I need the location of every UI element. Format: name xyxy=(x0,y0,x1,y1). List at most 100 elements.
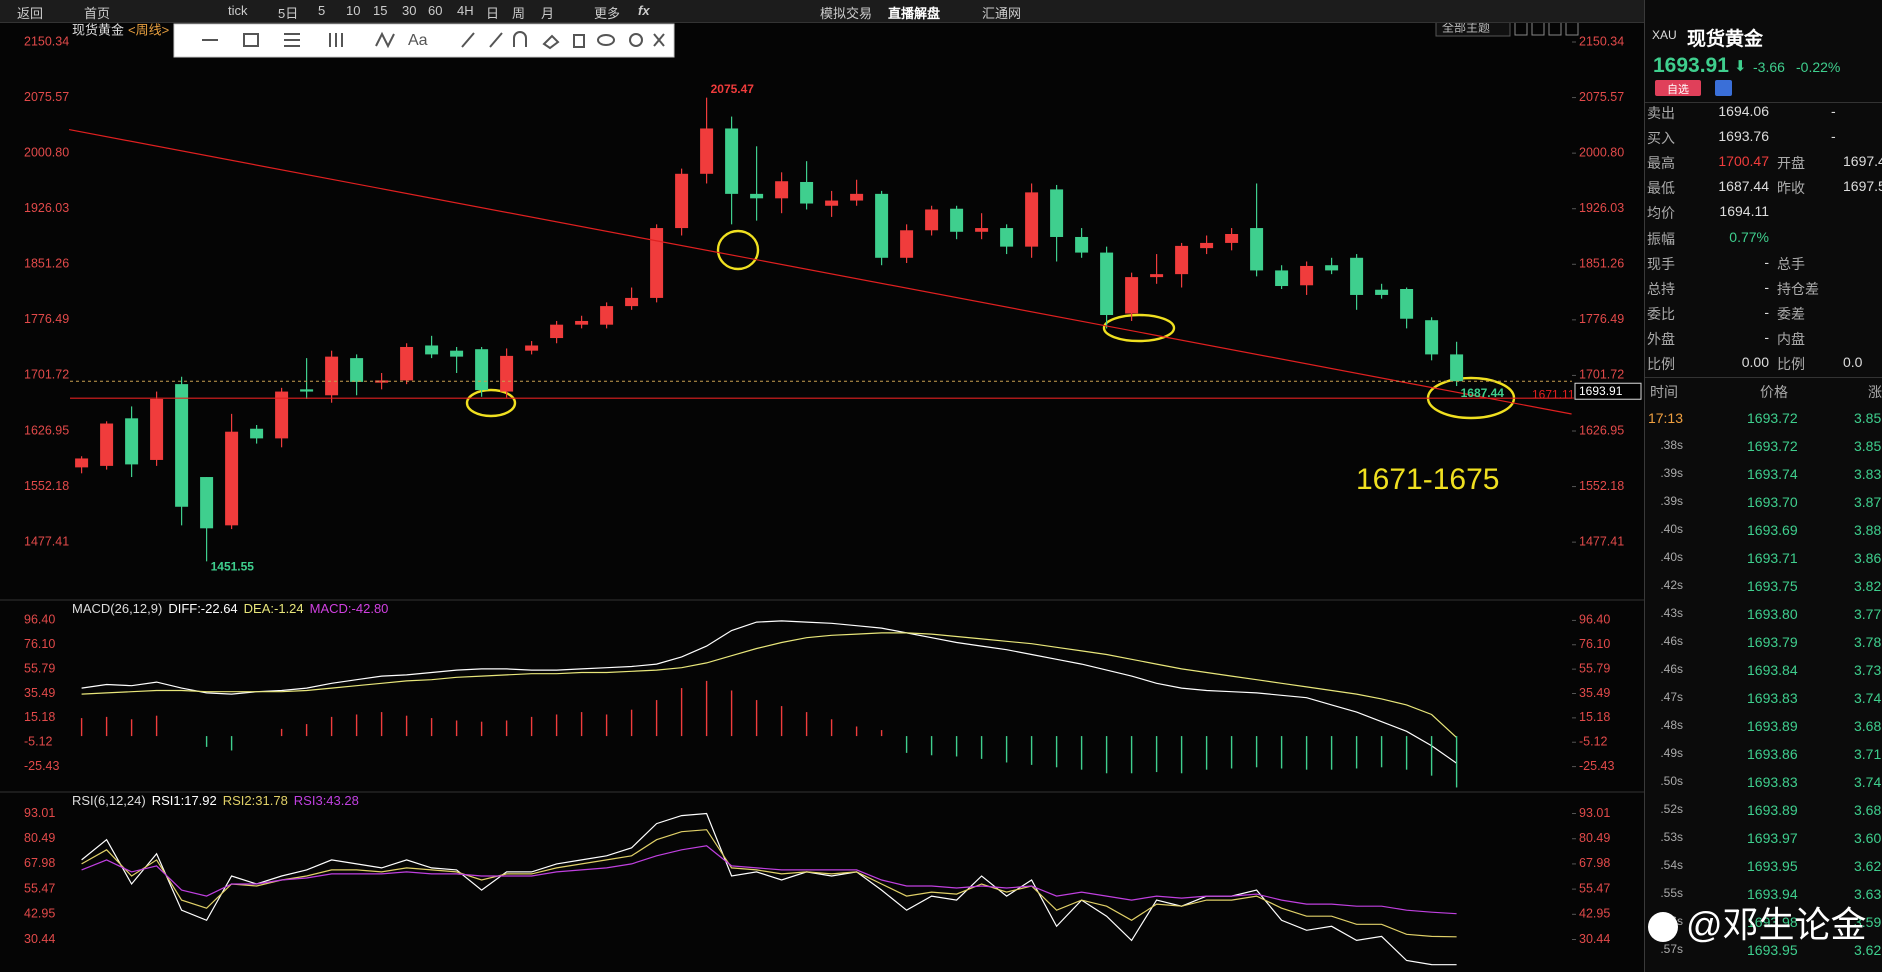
watch-button-label[interactable]: 自选 xyxy=(1667,84,1689,96)
candle-body xyxy=(100,423,114,466)
drawing-toolbar[interactable]: Aa xyxy=(173,23,675,58)
chart-period: <周线> xyxy=(128,22,169,37)
trade-change: 3.85 xyxy=(1854,438,1882,454)
candle-body xyxy=(250,428,264,439)
price-change: -3.66 xyxy=(1753,59,1785,75)
y-tick-label: 1626.95 xyxy=(24,423,69,437)
toolbar-item[interactable]: 汇通网 xyxy=(982,6,1022,21)
trade-change: 3.74 xyxy=(1854,774,1882,790)
y-tick-label: 1776.49 xyxy=(24,312,69,326)
toolbar-item[interactable]: 30 xyxy=(402,3,417,18)
watermark: @邓生论金 xyxy=(1648,896,1867,948)
toolbar-item[interactable]: 15 xyxy=(373,3,388,18)
trade-time: .38s xyxy=(1660,438,1683,452)
y-tick-label: 2000.80 xyxy=(1579,145,1624,159)
quote-value: - xyxy=(1831,128,1836,145)
y-tick-label: 2075.57 xyxy=(1579,90,1624,104)
trade-time: .48s xyxy=(1660,718,1683,732)
trade-time: .49s xyxy=(1660,746,1683,760)
indicator-line xyxy=(81,845,1457,915)
icon-button[interactable] xyxy=(1565,20,1579,36)
trade-time: .43s xyxy=(1660,606,1683,620)
quote-value: - xyxy=(1831,103,1836,119)
alert-button[interactable] xyxy=(1715,80,1732,96)
candle-body xyxy=(1375,289,1389,295)
last-price: 1693.91 xyxy=(1653,54,1729,77)
legend-entry: RSI1:17.92 xyxy=(152,793,217,808)
candle-body xyxy=(1325,265,1339,271)
trade-change: 3.73 xyxy=(1854,662,1882,678)
candle-body xyxy=(425,345,439,355)
toolbar-item[interactable]: 返回 xyxy=(17,6,44,21)
candle-body xyxy=(600,306,614,325)
toolbar-item[interactable]: 4H xyxy=(457,3,474,18)
y-tick-label: 30.44 xyxy=(24,932,55,946)
quote-label: 比例 xyxy=(1647,356,1675,372)
icon-button[interactable] xyxy=(1514,20,1528,36)
toolbar-item[interactable]: 10 xyxy=(346,3,361,18)
toolbar-item[interactable]: 5日 xyxy=(278,6,299,21)
trade-time: .40s xyxy=(1660,550,1683,564)
icon-button[interactable] xyxy=(1548,20,1562,36)
candle-body xyxy=(850,193,864,201)
trade-change: 3.63 xyxy=(1854,886,1882,902)
quote-value: 1693.76 xyxy=(1718,128,1769,145)
trade-change: 3.68 xyxy=(1854,718,1882,734)
toolbar-item[interactable]: fx xyxy=(638,3,650,18)
current-price-box xyxy=(1574,382,1642,400)
candle-body xyxy=(475,349,489,391)
toolbar-item[interactable]: 日 xyxy=(486,6,500,21)
candle-body xyxy=(75,458,89,468)
watermark-text: @邓生论金 xyxy=(1686,904,1867,945)
indicator-title: RSI(6,12,24) xyxy=(72,793,146,808)
icon-button[interactable] xyxy=(1531,20,1545,36)
quote-value: 1700.47 xyxy=(1718,153,1769,170)
trade-price: 1693.95 xyxy=(1747,942,1798,958)
candle-body xyxy=(900,230,914,258)
candle-body xyxy=(550,324,564,339)
trade-change: 3.59 xyxy=(1854,914,1882,930)
trade-time: .53s xyxy=(1660,830,1683,844)
toolbar-item[interactable]: 模拟交易 xyxy=(820,6,873,21)
trade-change: 3.77 xyxy=(1854,606,1882,622)
trade-change: 3.60 xyxy=(1854,830,1882,846)
trade-price: 1693.80 xyxy=(1747,606,1798,622)
trade-time: .46s xyxy=(1660,634,1683,648)
font-tool[interactable]: Aa xyxy=(408,32,428,49)
toolbar-item[interactable]: 月 xyxy=(541,6,555,21)
price-arrow: ⬇ xyxy=(1734,58,1747,75)
candle-body xyxy=(1450,354,1464,382)
y-tick-label: 1701.72 xyxy=(24,368,69,382)
toolbar-item[interactable]: 直播解盘 xyxy=(888,6,941,21)
theme-button-label[interactable]: 全部主题 xyxy=(1442,20,1490,35)
candle-body xyxy=(1150,274,1164,278)
y-tick-label: -25.43 xyxy=(1579,759,1614,773)
chart-symbol: 现货黄金 xyxy=(72,22,124,37)
toolbar-item[interactable]: 5 xyxy=(318,3,326,18)
current-price-label: 1693.91 xyxy=(1579,384,1623,398)
trade-price: 1693.95 xyxy=(1747,858,1798,874)
toolbar-item[interactable]: 周 xyxy=(512,6,526,21)
y-tick-label: 30.44 xyxy=(1579,932,1610,946)
trade-change: 3.87 xyxy=(1854,494,1882,510)
toolbar-item[interactable]: tick xyxy=(228,3,248,18)
candle-body xyxy=(1050,189,1064,237)
y-tick-label: 1477.41 xyxy=(24,534,69,548)
toolbar-item[interactable]: 60 xyxy=(428,3,443,18)
trade-time: .55s xyxy=(1660,886,1683,900)
quote-label: 外盘 xyxy=(1647,330,1675,347)
candle-body xyxy=(1425,320,1439,355)
candle-body xyxy=(350,358,364,382)
trade-price: 1693.97 xyxy=(1747,830,1798,846)
y-tick-label: 2150.34 xyxy=(24,34,69,48)
y-tick-label: -25.43 xyxy=(24,759,59,773)
symbol-name: 现货黄金 xyxy=(1687,29,1764,50)
toolbar-item[interactable]: 首页 xyxy=(84,6,111,21)
toolbar-item[interactable]: 更多 xyxy=(594,6,621,21)
quote-value: 1697.5 xyxy=(1843,178,1882,195)
trade-price: 1693.84 xyxy=(1747,662,1798,678)
watch-button[interactable] xyxy=(1655,80,1701,96)
indicator-line xyxy=(81,632,1458,739)
y-tick-label: 35.49 xyxy=(1579,686,1610,700)
